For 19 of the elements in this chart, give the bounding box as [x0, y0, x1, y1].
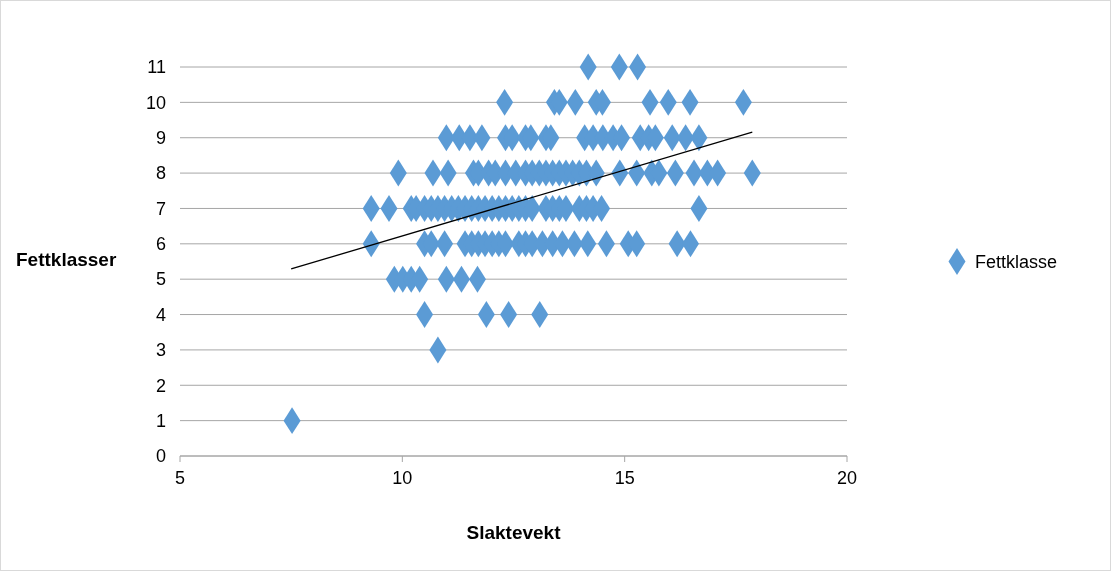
- x-tick-label: 15: [614, 468, 635, 488]
- y-tick-label: 3: [155, 340, 166, 361]
- y-tick-label: 6: [155, 234, 166, 255]
- x-tick-label: 5: [174, 468, 186, 488]
- x-tick-label: 10: [392, 468, 413, 488]
- y-tick-label: 0: [155, 446, 166, 467]
- y-tick-label: 2: [155, 375, 166, 396]
- y-tick-label: 9: [155, 128, 166, 149]
- y-tick-label: 1: [155, 410, 166, 431]
- y-tick-label: 7: [155, 198, 166, 219]
- x-axis-title: Slaktevekt: [466, 522, 562, 543]
- y-axis-title: Fettklasser: [16, 249, 117, 271]
- y-tick-label: 5: [155, 269, 166, 290]
- y-tick-label: 10: [145, 92, 166, 113]
- y-tick-label: 4: [155, 304, 166, 325]
- y-tick-label: 11: [147, 57, 166, 78]
- y-tick-label: 8: [155, 163, 166, 184]
- legend-label: Fettklasse: [975, 251, 1058, 272]
- x-tick-label: 20: [836, 468, 858, 488]
